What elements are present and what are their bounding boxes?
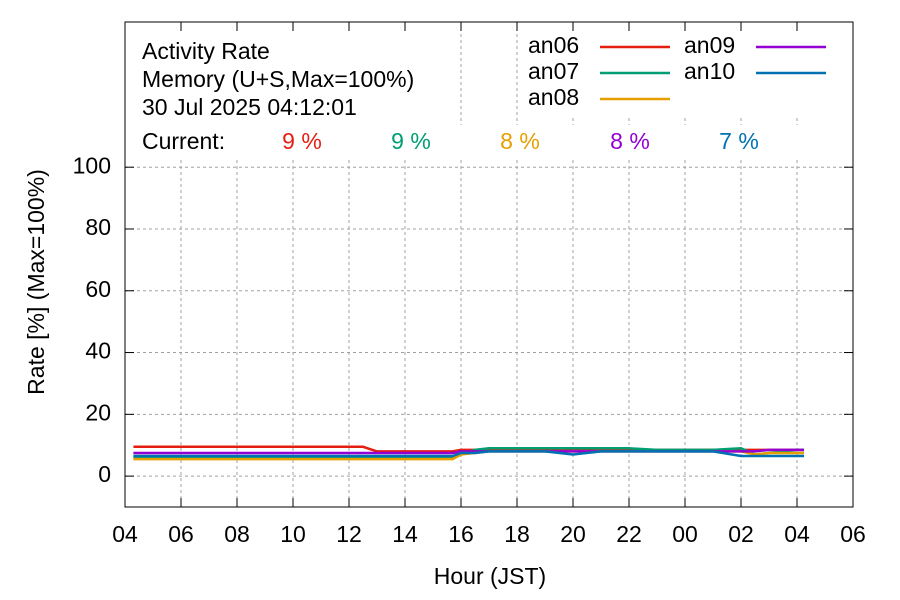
x-tick-label: 00 [672,521,698,547]
y-tick-label: 80 [85,214,111,240]
x-tick-label: 04 [112,521,138,547]
legend-label: an06 [528,32,579,58]
x-tick-label: 08 [224,521,250,547]
x-tick-label: 18 [504,521,530,547]
y-tick-label: 0 [98,461,111,487]
x-tick-label: 10 [280,521,306,547]
legend-background [520,25,850,115]
plot-frame [124,21,854,508]
current-value: 8 % [500,128,540,154]
legend-label: an07 [528,58,579,84]
x-tick-label: 02 [728,521,754,547]
title-line: Memory (U+S,Max=100%) [142,66,414,92]
y-tick-label: 20 [85,399,111,425]
legend-label: an08 [528,84,579,110]
y-tick-label: 40 [85,338,111,364]
title-line: Activity Rate [142,38,270,64]
current-label: Current: [142,128,225,154]
x-tick-label: 06 [168,521,194,547]
title-line: 30 Jul 2025 04:12:01 [142,94,357,120]
x-tick-label: 16 [448,521,474,547]
x-tick-label: 20 [560,521,586,547]
x-axis-label: Hour (JST) [434,563,546,589]
x-tick-label: 06 [840,521,866,547]
current-background [128,125,850,159]
current-value: 7 % [719,128,759,154]
current-value: 9 % [282,128,322,154]
y-tick-label: 60 [85,276,111,302]
x-tick-label: 22 [616,521,642,547]
series-line [133,450,804,458]
current-value: 8 % [610,128,650,154]
legend-label: an10 [684,58,735,84]
y-axis-label: Rate [%] (Max=100%) [23,169,49,395]
legend-label: an09 [684,32,735,58]
y-tick-label: 100 [73,152,111,178]
x-tick-label: 12 [336,521,362,547]
current-value: 9 % [391,128,431,154]
header-background [128,25,458,125]
x-tick-label: 14 [392,521,418,547]
x-tick-label: 04 [784,521,810,547]
